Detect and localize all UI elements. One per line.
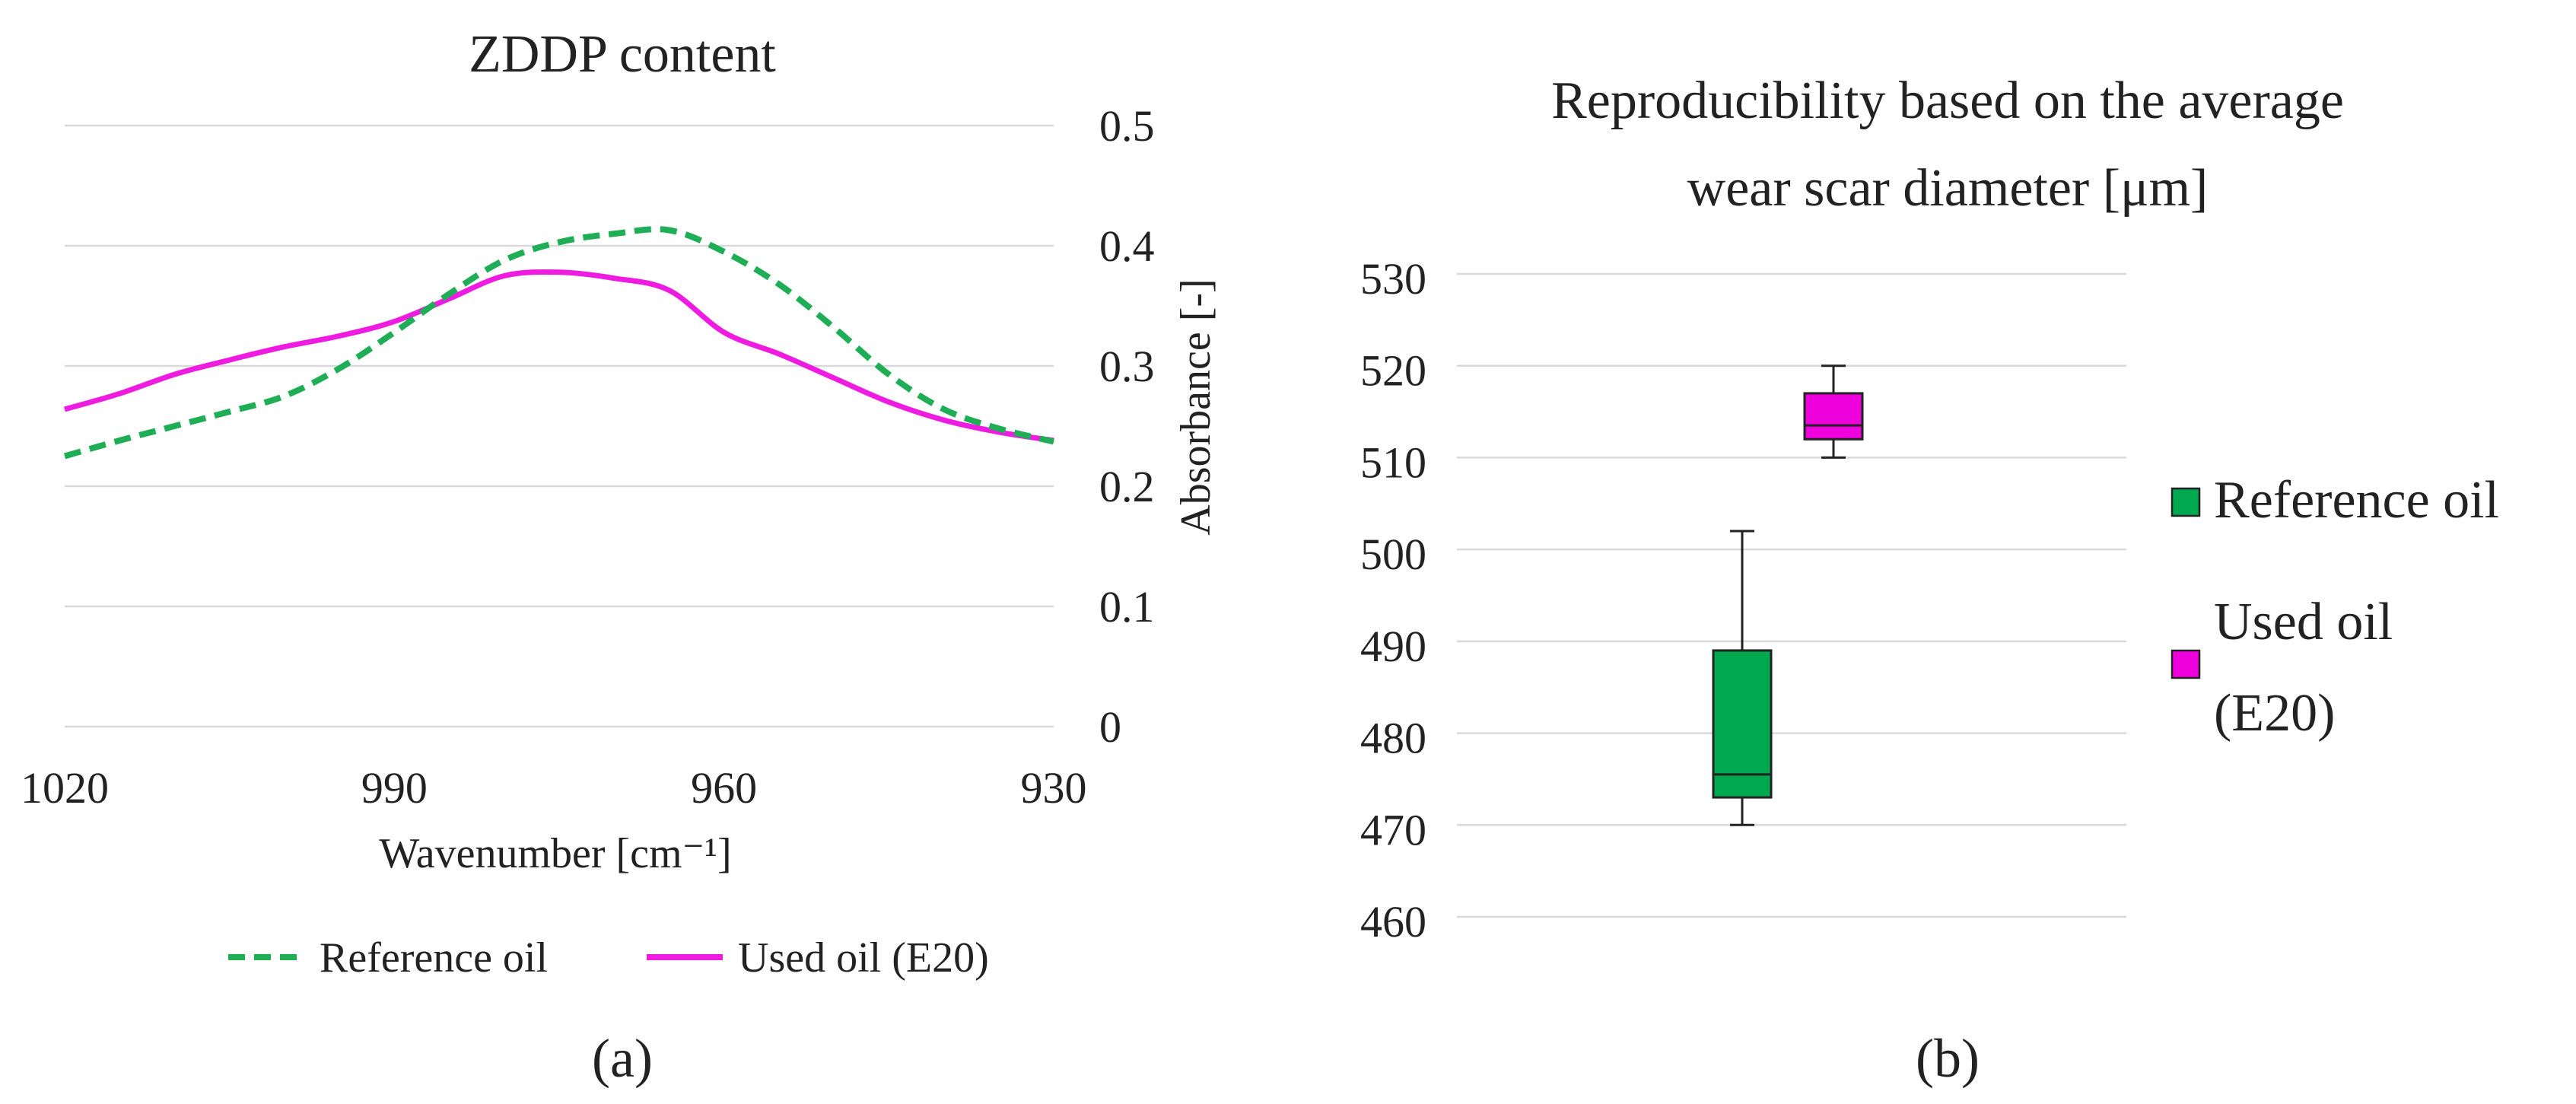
chart-b-legend: Reference oil Used oil (E20) <box>2171 471 2499 743</box>
chart-b-y-tick: 470 <box>1360 805 1426 854</box>
chart-a-x-tick-labels: 1020 990 960 930 <box>21 763 1087 813</box>
legend-label-reference-oil: Reference oil <box>320 934 548 982</box>
chart-b-y-tick: 530 <box>1360 254 1426 304</box>
chart-a-y-axis-label: Absorbance [-] <box>1172 278 1220 535</box>
chart-a-title: ZDDP content <box>469 25 776 84</box>
chart-a-x-tick: 930 <box>1021 763 1087 813</box>
series-line-used-oil-e20 <box>64 269 1054 444</box>
legend-label-used-oil-e20: Used oil (E20) <box>738 934 989 982</box>
chart-a-y-tick: 0 <box>1099 702 1121 752</box>
chart-b-gridlines <box>1457 272 2126 918</box>
series-line-reference-oil <box>63 226 1054 460</box>
chart-b-y-tick: 500 <box>1360 530 1426 579</box>
chart-b-boxes <box>1712 364 1864 826</box>
chart-b-y-tick: 520 <box>1360 346 1426 396</box>
chart-b-title-line-2: wear scar diameter [μm] <box>1687 159 2209 218</box>
chart-b-y-tick: 490 <box>1360 622 1426 671</box>
chart-b-title-line-1: Reproducibility based on the average <box>1551 72 2344 130</box>
chart-a-series <box>63 226 1054 460</box>
legend-label-used-oil-e20: (E20) <box>2214 684 2335 743</box>
chart-a-x-axis-label: Wavenumber [cm⁻¹] <box>379 830 731 877</box>
legend-swatch-reference-oil <box>2171 487 2201 517</box>
chart-b-y-tick-labels: 460 470 480 490 500 510 520 530 <box>1360 254 1426 947</box>
chart-b-y-tick: 480 <box>1360 714 1426 763</box>
panel-label-b: (b) <box>1916 1028 1980 1089</box>
chart-b-y-tick: 510 <box>1360 437 1426 487</box>
chart-a-y-tick: 0.5 <box>1099 101 1155 151</box>
chart-a-x-tick: 1020 <box>21 763 109 813</box>
chart-b-y-tick: 460 <box>1360 897 1426 947</box>
chart-a-x-tick: 990 <box>361 763 428 813</box>
chart-a-y-tick: 0.1 <box>1099 582 1155 632</box>
legend-swatch-used-oil-e20 <box>2171 649 2201 679</box>
chart-a-x-tick: 960 <box>691 763 757 813</box>
chart-a-gridlines <box>65 124 1054 728</box>
box-iqr <box>1712 649 1773 799</box>
chart-a-legend: Reference oil Used oil (E20) <box>228 934 989 982</box>
chart-a-y-tick: 0.4 <box>1099 221 1155 271</box>
chart-a: ZDDP content 0 0.1 0.2 0.3 0.4 0.5 1020 990 960… <box>21 25 1220 1089</box>
chart-a-y-tick-labels: 0 0.1 0.2 0.3 0.4 0.5 <box>1099 101 1155 752</box>
legend-label-used-oil-e20: Used oil <box>2214 593 2393 651</box>
box-reference-oil <box>1712 530 1773 826</box>
chart-a-y-tick: 0.2 <box>1099 462 1155 511</box>
chart-a-y-tick: 0.3 <box>1099 342 1155 391</box>
chart-b: Reproducibility based on the average wea… <box>1360 72 2499 1089</box>
box-iqr <box>1803 392 1864 441</box>
box-used-oil-e20 <box>1803 364 1864 459</box>
legend-label-reference-oil: Reference oil <box>2214 471 2499 530</box>
panel-label-a: (a) <box>592 1028 653 1089</box>
